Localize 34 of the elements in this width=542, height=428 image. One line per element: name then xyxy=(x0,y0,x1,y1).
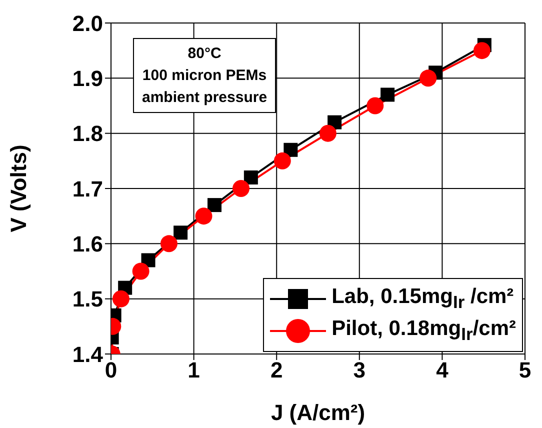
legend-label: Lab, 0.15mg$_{Ir}$ /cm² xyxy=(332,284,514,315)
point xyxy=(420,70,437,87)
y-tick-label: 1.8 xyxy=(72,121,103,146)
point xyxy=(112,290,130,308)
y-tick-label: 1.9 xyxy=(72,66,103,91)
x-tick-label: 2 xyxy=(270,358,283,383)
point xyxy=(141,253,156,268)
point xyxy=(195,208,212,225)
point xyxy=(284,142,298,157)
annotation: 80°C 100 micron PEMs ambient pressure xyxy=(133,38,276,114)
x-axis-title: J (A/cm²) xyxy=(270,400,366,425)
x-tick-label: 1 xyxy=(188,358,200,383)
point xyxy=(160,235,178,252)
y-tick-label: 1.6 xyxy=(72,231,103,256)
point xyxy=(473,42,490,60)
x-tick-label: 4 xyxy=(436,358,450,383)
point xyxy=(380,88,395,102)
point xyxy=(132,262,150,280)
point xyxy=(232,180,250,197)
legend-label: Pilot, 0.18mg$_{Ir}$/cm² xyxy=(332,316,516,346)
y-tick-label: 1.5 xyxy=(72,286,103,312)
x-tick-label: 3 xyxy=(353,358,366,383)
x-tick-label: 5 xyxy=(518,358,532,383)
y-tick-label: 2.0 xyxy=(72,10,103,36)
y-tick-label: 1.4 xyxy=(72,342,104,367)
point xyxy=(319,124,336,142)
point xyxy=(366,97,384,114)
point xyxy=(174,226,188,240)
point xyxy=(244,170,258,184)
point xyxy=(208,198,222,212)
x-tick-label: 0 xyxy=(104,358,118,383)
point xyxy=(274,152,291,170)
y-tick-label: 1.7 xyxy=(72,176,103,202)
y-axis-title: V (Volts) xyxy=(6,144,31,232)
